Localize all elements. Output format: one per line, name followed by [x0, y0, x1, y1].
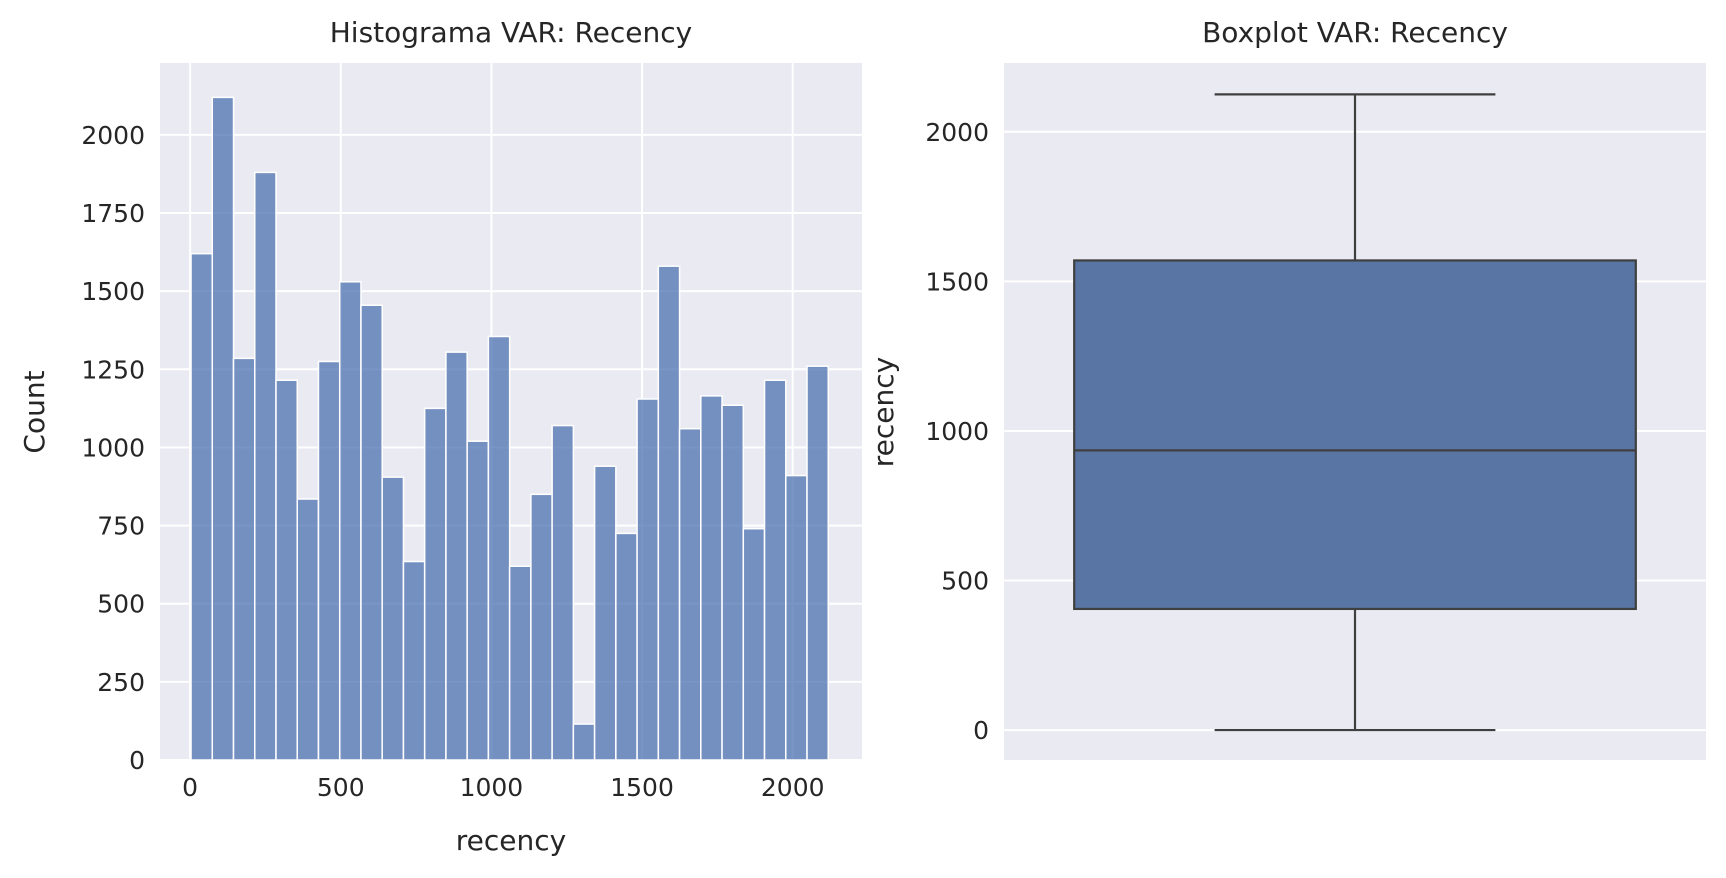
histogram-bars	[190, 96, 830, 761]
histogram-bar	[338, 281, 362, 761]
histogram-bar	[572, 723, 596, 761]
histogram-bar	[551, 424, 575, 761]
histogram-bar	[360, 304, 383, 761]
histogram-bar	[763, 379, 787, 761]
histogram-bar	[381, 476, 405, 761]
histogram-y-tick-label: 0	[129, 746, 145, 775]
boxplot-y-tick-label: 0	[973, 716, 989, 745]
histogram-y-tick-label: 1000	[81, 433, 145, 462]
histogram-bar	[615, 532, 638, 761]
histogram-bar	[742, 527, 766, 761]
boxplot-y-tick-label: 1500	[925, 267, 989, 296]
histogram-bar	[466, 440, 490, 761]
boxplot-y-label: recency	[867, 357, 900, 467]
interquartile-box	[1073, 259, 1637, 611]
histogram-bar	[296, 498, 320, 761]
histogram-bar	[445, 351, 468, 761]
boxplot-y-tick-label: 1000	[925, 417, 989, 446]
histogram-bar	[508, 565, 532, 761]
histogram-x-ticks: 0 500 1000 1500 2000	[182, 773, 824, 802]
boxplot-y-tick-label: 2000	[925, 118, 989, 147]
histogram-bar	[190, 252, 214, 761]
histogram-y-tick-label: 1750	[81, 199, 145, 228]
histogram-y-tick-label: 1500	[81, 277, 145, 306]
histogram-x-tick-label: 2000	[761, 773, 825, 802]
histogram-bar	[530, 493, 553, 761]
boxplot-y-ticks: 0 500 1000 1500 2000	[925, 118, 989, 745]
histogram-y-tick-label: 250	[97, 668, 145, 697]
histogram-y-tick-label: 500	[97, 590, 145, 619]
histogram-bar	[657, 265, 681, 761]
histogram-y-label: Count	[18, 370, 51, 453]
histogram-y-tick-label: 1250	[81, 355, 145, 384]
histogram-x-tick-label: 0	[182, 773, 198, 802]
boxplot-box	[1073, 93, 1637, 732]
histogram-bar	[211, 96, 235, 761]
histogram-bar	[636, 398, 660, 761]
histogram-bar	[232, 357, 256, 761]
histogram-y-tick-label: 750	[97, 512, 145, 541]
histogram-bar	[317, 360, 341, 761]
histogram-bar	[275, 379, 298, 761]
histogram-x-tick-label: 1000	[460, 773, 524, 802]
histogram-bar	[254, 171, 277, 761]
histogram-bar	[678, 427, 702, 761]
histogram-bar	[402, 560, 426, 761]
histogram-bar	[721, 404, 745, 761]
histogram-title: Histograma VAR: Recency	[330, 16, 693, 49]
boxplot-y-tick-label: 500	[941, 567, 989, 596]
histogram-x-label: recency	[456, 824, 566, 857]
histogram-bar	[806, 365, 830, 761]
histogram-x-tick-label: 1500	[610, 773, 674, 802]
histogram-subplot: 0 500 1000 1500 2000 0 250 500 750 1000 1250 1500 1…	[18, 16, 862, 857]
histogram-bar	[487, 335, 511, 761]
histogram-y-ticks: 0 250 500 750 1000 1250 1500 1750 2000	[81, 121, 145, 775]
boxplot-title: Boxplot VAR: Recency	[1202, 16, 1508, 49]
histogram-x-tick-label: 500	[317, 773, 365, 802]
boxplot-subplot: 0 500 1000 1500 2000 Boxplot VAR: Recency re…	[867, 16, 1706, 760]
histogram-bar	[593, 465, 617, 761]
histogram-y-tick-label: 2000	[81, 121, 145, 150]
histogram-bar	[785, 474, 808, 761]
histogram-bar	[423, 407, 447, 761]
histogram-bar	[700, 395, 723, 761]
